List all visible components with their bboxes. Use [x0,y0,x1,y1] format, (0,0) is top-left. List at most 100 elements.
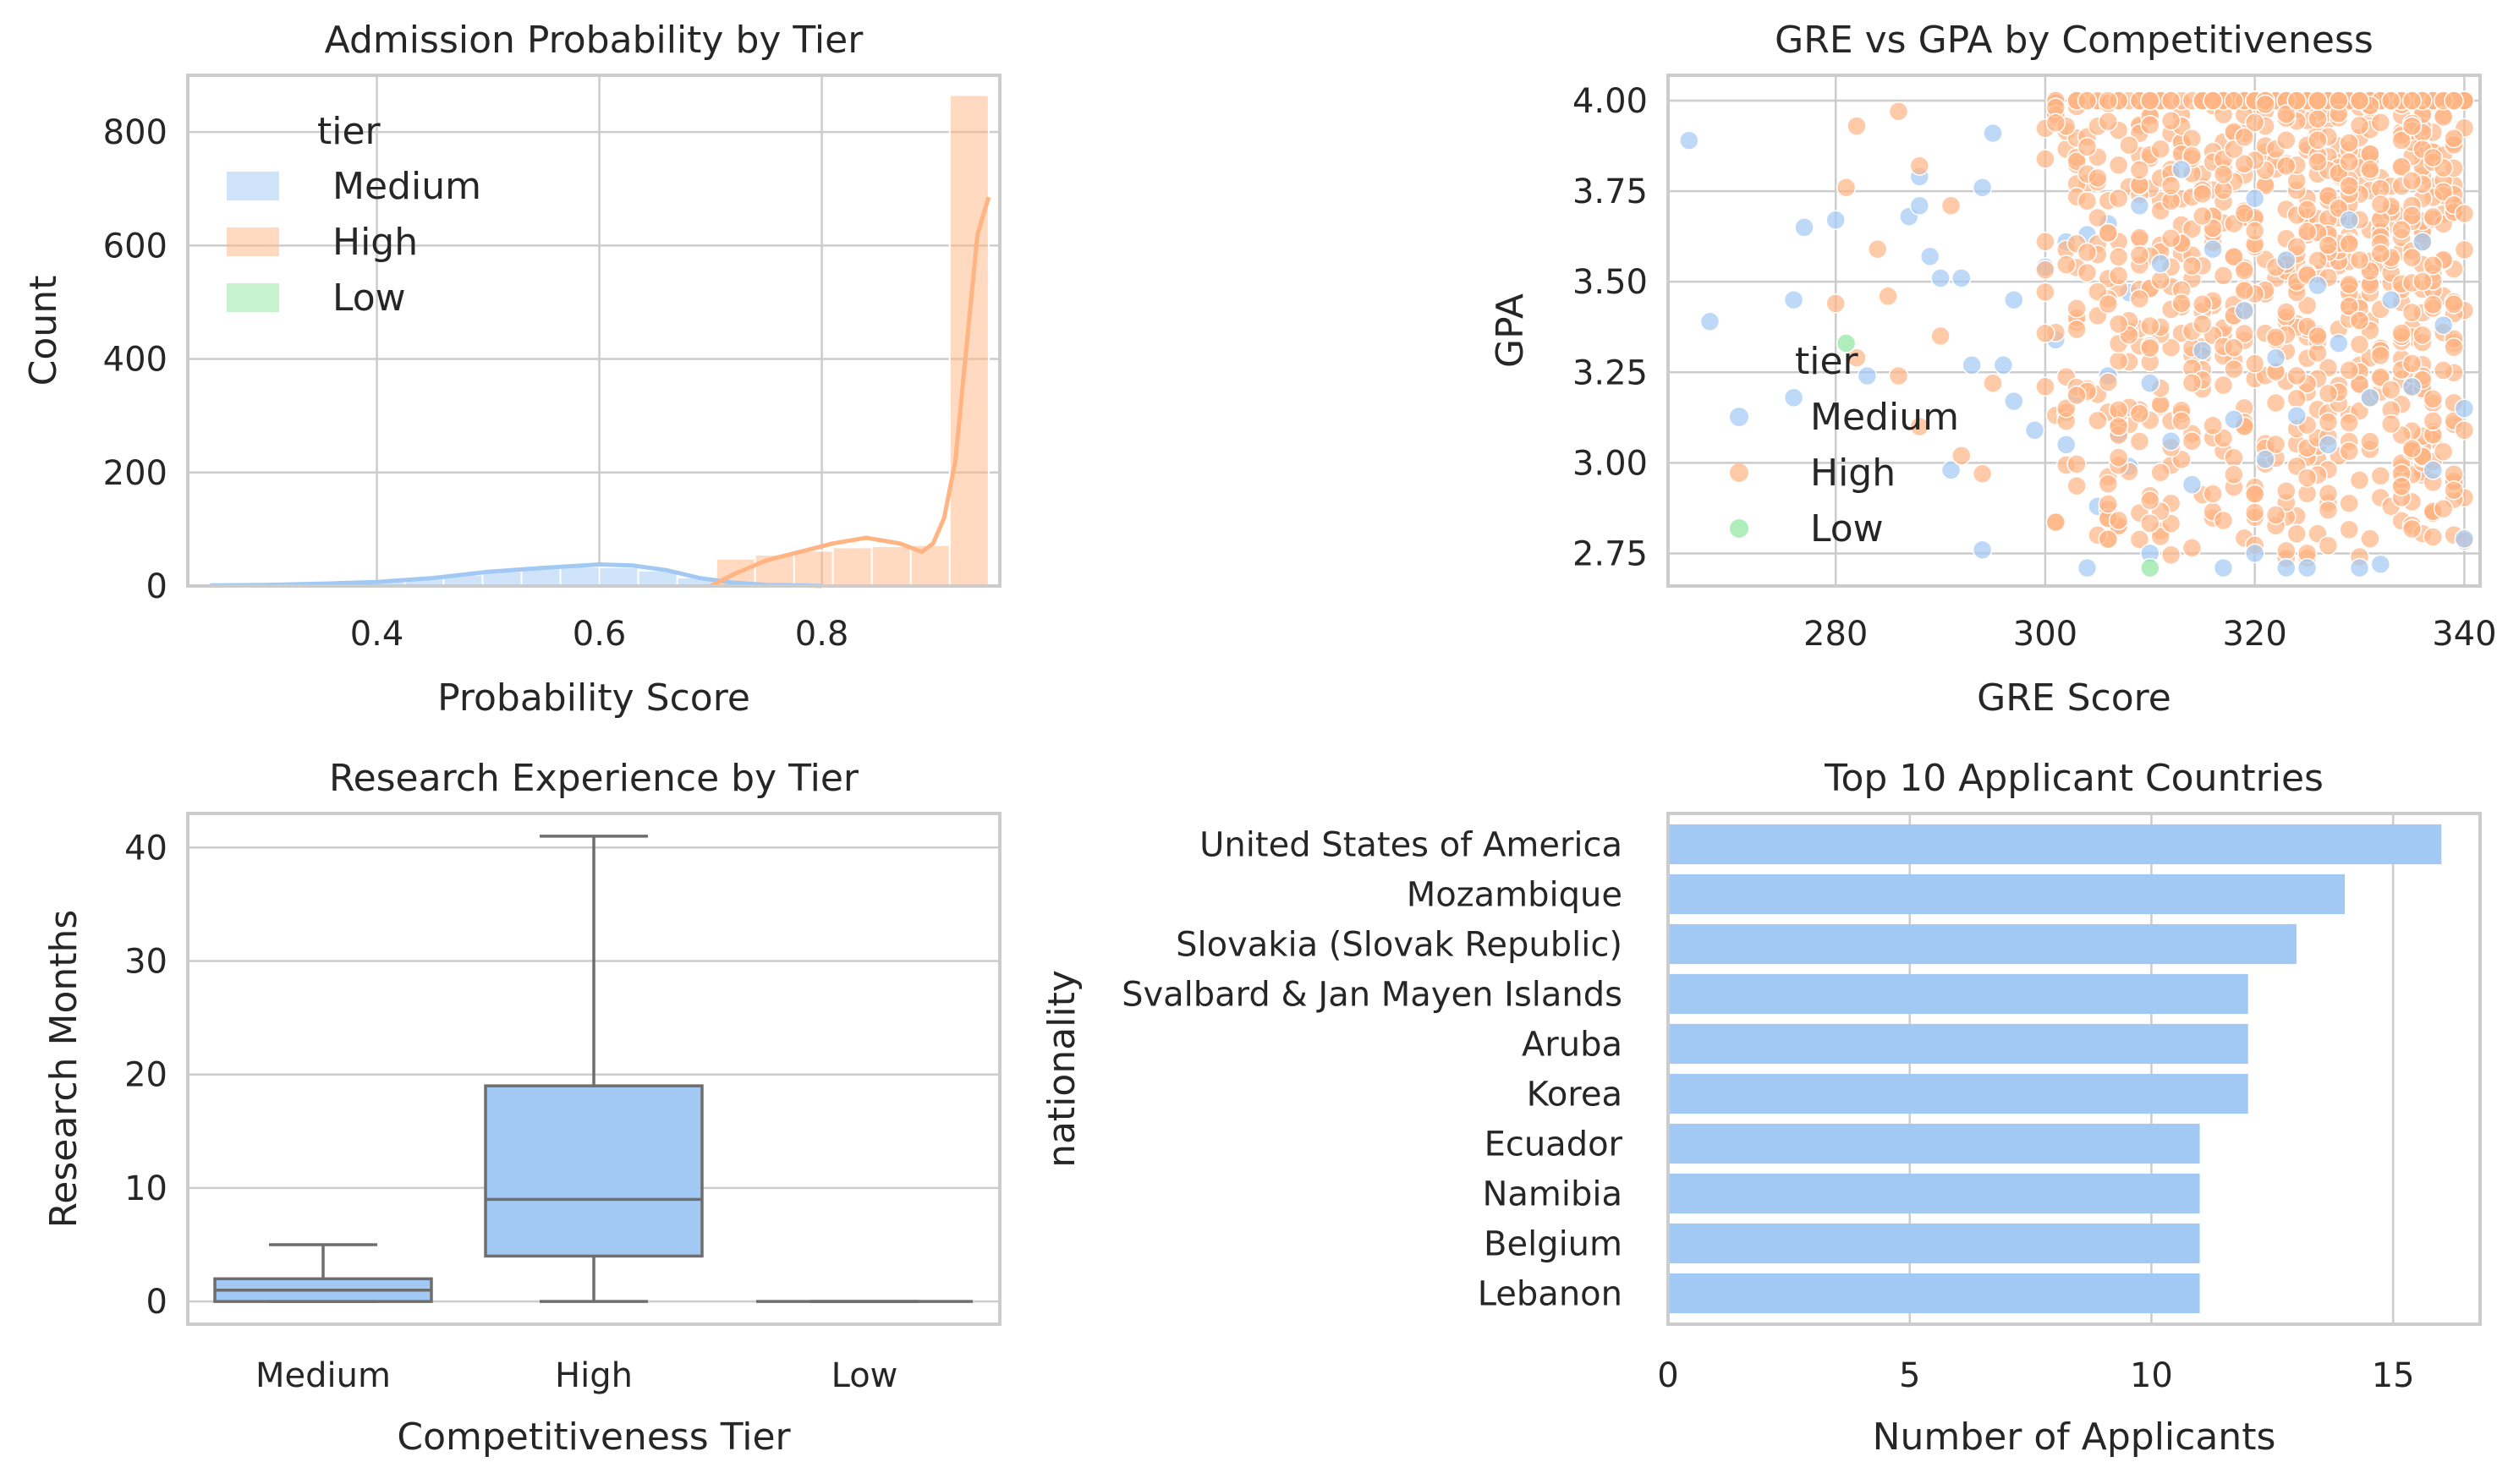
point-high [2308,250,2328,271]
chart-title: Admission Probability by Tier [325,19,864,62]
point-high [2370,465,2391,486]
point-high [2401,205,2423,226]
y-tick-label: Korea [1527,1076,1622,1114]
point-high [2160,545,2181,566]
point-high [2055,397,2077,419]
point-high [2391,130,2412,151]
point-high [2192,183,2213,205]
point-high [2108,350,2129,371]
point-high [2077,90,2098,111]
point-high [2308,108,2328,129]
point-high [2045,112,2066,134]
point-high [2308,342,2328,364]
point-high [2160,175,2181,196]
point-high [2276,156,2297,177]
box-high [484,835,704,1303]
point-medium [2286,405,2307,426]
point-medium [2244,188,2265,209]
point-high [2119,134,2139,156]
x-tick-label: Low [831,1356,898,1395]
point-high [2098,111,2119,132]
point-high [2224,246,2244,267]
point-high [2098,528,2119,550]
point-medium [1919,246,1940,266]
point-high [1940,195,1962,216]
point-high [1972,463,1993,484]
point-medium [1940,460,1962,480]
point-high [2160,110,2181,131]
point-medium [2308,275,2328,296]
legend-swatch-medium [227,172,279,200]
x-tick-label: 0.6 [573,615,627,654]
point-high [2286,523,2307,545]
point-high [2255,94,2275,115]
legend-title: tier [1795,340,1859,383]
point-medium [2329,333,2349,353]
scatter-points [1679,90,2475,578]
point-high [2329,90,2349,111]
y-tick-label: United States of America [1199,826,1622,865]
point-medium [1930,268,1951,288]
point-high [2265,505,2286,525]
point-medium [1825,210,1846,231]
point-high [2108,416,2129,437]
y-tick-label: Svalbard & Jan Mayen Islands [1122,976,1622,1015]
point-high [2433,360,2454,381]
x-tick-label: 340 [2432,615,2496,654]
point-high [2035,260,2055,280]
point-high [2265,327,2286,348]
point-high [2108,510,2129,531]
point-high [2171,293,2192,314]
point-high [2308,326,2328,347]
point-high [2088,207,2108,228]
point-high [1930,326,1951,347]
point-high [2098,494,2119,514]
point-high [2181,219,2203,239]
point-high [2401,116,2423,137]
y-tick-label: 3.25 [1572,353,1648,392]
point-high [2066,475,2087,496]
point-high [2339,493,2359,514]
point-high [1836,178,1857,198]
point-high [2244,484,2265,504]
point-high [2213,510,2234,531]
point-high [2181,431,2203,452]
point-high [2203,484,2223,504]
point-medium [1972,178,1993,198]
point-high [2318,235,2339,255]
point-high [2454,239,2475,260]
x-axis-label: Number of Applicants [1873,1416,2276,1459]
point-high [2433,441,2454,462]
point-high [2360,431,2380,452]
x-tick-label: 10 [2130,1356,2173,1395]
point-high [1951,446,1972,466]
box-chart: Medium High Low 0 10 20 30 40 Research Experienc… [42,757,1002,1459]
point-high [2129,227,2150,248]
point-high [2181,129,2203,149]
point-high [2108,188,2129,209]
point-high [2171,411,2192,431]
x-axis-label: Competitiveness Tier [397,1416,791,1459]
point-high [2234,127,2255,147]
kde-line-high [709,196,991,589]
point-high [2401,353,2423,374]
point-high [2318,412,2339,432]
point-medium [2129,195,2150,216]
point-high [2286,237,2307,257]
point-medium [2160,430,2181,452]
point-high [2401,518,2423,539]
x-tick-label: 300 [2013,615,2077,654]
point-high [2213,164,2234,184]
point-high [2234,323,2255,344]
point-high [2098,372,2119,392]
chart-title: Research Experience by Tier [329,757,859,800]
point-high [2444,90,2464,111]
point-high [2203,90,2223,111]
y-tick-label: 200 [103,454,167,493]
point-high [2360,528,2380,549]
point-high [2160,90,2181,111]
y-tick-label: 0 [146,1283,167,1322]
point-high [2370,345,2391,366]
x-tick-label: 0 [1657,1356,1678,1395]
point-high [2423,411,2444,431]
